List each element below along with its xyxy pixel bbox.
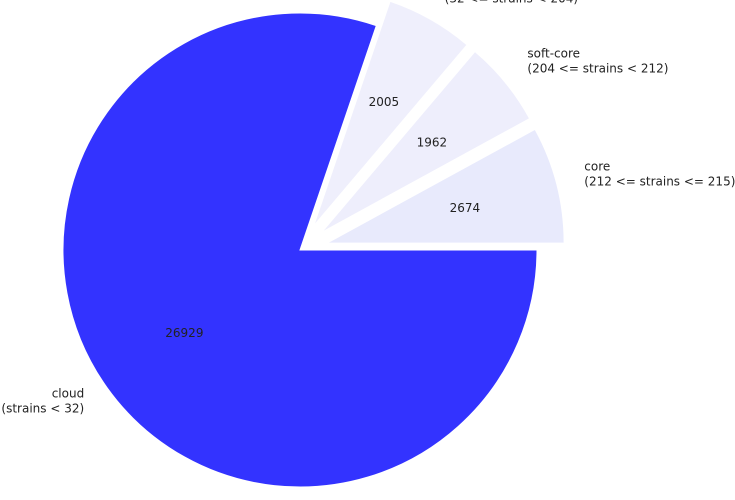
pie-category-range-shell: (32 <= strains < 204)	[445, 0, 578, 6]
pie-category-label-core: core (212 <= strains <= 215)	[584, 159, 735, 188]
pie-value-label-soft-core: 1962	[417, 135, 448, 149]
pie-category-label-shell: shell(32 <= strains < 204)	[445, 0, 578, 6]
pie-category-range-cloud: (strains < 32)	[1, 402, 84, 416]
pie-value-label-cloud: 26929	[165, 326, 203, 340]
pie-category-label-soft-core: soft-core (204 <= strains < 212)	[527, 47, 668, 76]
pie-category-range-core: (212 <= strains <= 215)	[584, 174, 735, 188]
pie-value-label-core: 2674	[450, 201, 481, 215]
pie-category-range-soft-core: (204 <= strains < 212)	[527, 62, 668, 76]
pie-category-name-core: core	[584, 159, 610, 173]
pie-category-name-soft-core: soft-core	[527, 47, 580, 61]
pie-category-label-cloud: cloud (strains < 32)	[1, 387, 84, 416]
pie-value-label-shell: 2005	[369, 95, 400, 109]
pie-category-name-cloud: cloud	[52, 387, 85, 401]
